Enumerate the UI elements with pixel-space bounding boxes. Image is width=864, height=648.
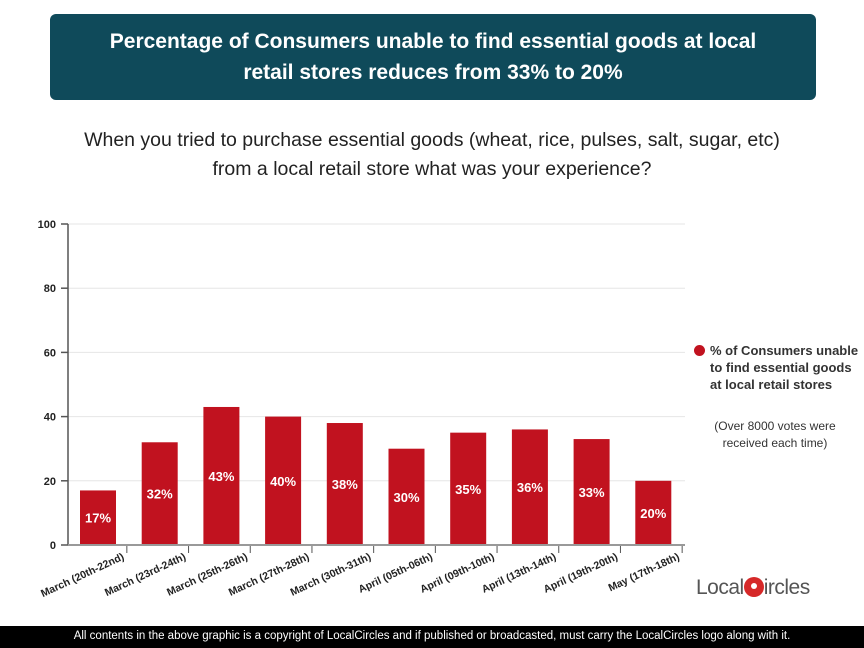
data-label: 38% bbox=[332, 477, 358, 492]
data-label: 33% bbox=[579, 485, 605, 500]
legend: % of Consumers unable to find essential … bbox=[694, 342, 864, 393]
votes-note: (Over 8000 votes were received each time… bbox=[714, 419, 836, 450]
bar bbox=[573, 439, 610, 545]
data-label: 35% bbox=[455, 482, 481, 497]
bar bbox=[265, 416, 302, 545]
data-label: 20% bbox=[640, 506, 666, 521]
location-pin-icon bbox=[743, 577, 764, 597]
bar bbox=[635, 480, 672, 545]
bar bbox=[388, 448, 425, 545]
data-label: 32% bbox=[147, 487, 173, 502]
y-tick-label: 20 bbox=[44, 476, 56, 488]
data-label: 43% bbox=[208, 469, 234, 484]
x-tick-label: May (17th-18th) bbox=[607, 551, 682, 594]
y-tick-label: 80 bbox=[44, 283, 56, 295]
data-label: 40% bbox=[270, 474, 296, 489]
data-label: 36% bbox=[517, 480, 543, 495]
bar bbox=[141, 442, 178, 545]
data-label: 30% bbox=[393, 490, 419, 505]
bar bbox=[80, 490, 116, 545]
data-label: 17% bbox=[85, 511, 111, 526]
survey-question: When you tried to purchase essential goo… bbox=[84, 129, 780, 180]
y-tick-label: 60 bbox=[44, 347, 56, 359]
bar bbox=[450, 432, 487, 545]
copyright-footer: All contents in the above graphic is a c… bbox=[0, 626, 864, 648]
bar bbox=[511, 429, 548, 545]
localcircles-logo: Local ircles bbox=[696, 576, 810, 599]
legend-label: % of Consumers unable to find essential … bbox=[710, 343, 859, 392]
y-tick-label: 40 bbox=[44, 412, 56, 424]
bar bbox=[203, 406, 240, 545]
legend-marker bbox=[694, 345, 705, 356]
chart-title: Percentage of Consumers unable to find e… bbox=[109, 30, 757, 84]
bar bbox=[326, 423, 363, 545]
y-tick-label: 0 bbox=[50, 540, 56, 552]
y-tick-label: 100 bbox=[38, 219, 56, 231]
title-banner: Percentage of Consumers unable to find e… bbox=[50, 14, 816, 100]
